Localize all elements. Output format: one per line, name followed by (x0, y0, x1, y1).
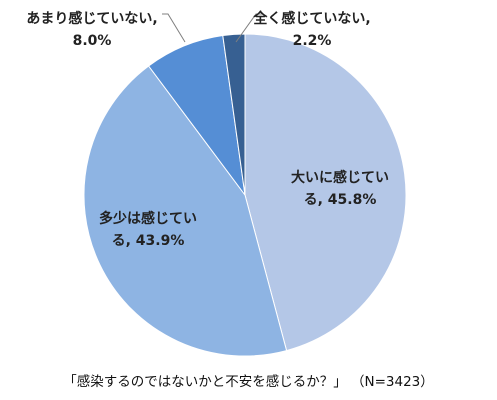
slice-label-line: る, 43.9% (112, 233, 185, 249)
pie-slice-not-at-all-feel (222, 33, 246, 196)
chart-title: 「感染するのではないかと不安を感じるか？」 (63, 374, 347, 390)
slice-label-line: 多少は感じてい (99, 210, 197, 227)
sample-size-label: （N=3423） (351, 374, 434, 390)
slice-label-line: あまり感じていない, (26, 10, 157, 27)
slice-label-not-at-all-feel: 全く感じていない, 2.2% (252, 10, 370, 49)
slice-label-hardly-feel: あまり感じていない, 8.0% (26, 10, 157, 49)
slice-labels: 大いに感じている, 45.8% 多少は感じている, 43.9% あまり感じていない,… (26, 10, 389, 249)
slice-label-line: 2.2% (293, 33, 332, 49)
leader-line-not-at-all-feel (235, 13, 262, 43)
leader-lines (162, 13, 262, 43)
slice-label-line: る, 45.8% (304, 192, 377, 208)
slice-label-greatly-feel: 大いに感じている, 45.8% (291, 169, 389, 208)
slice-label-line: 大いに感じてい (291, 169, 389, 186)
pie-slices (83, 33, 407, 357)
slice-label-line: 8.0% (73, 33, 112, 49)
pie-slice-greatly-feel (244, 33, 407, 352)
pie-slice-somewhat-feel (83, 65, 288, 357)
slice-label-somewhat-feel: 多少は感じている, 43.9% (99, 210, 197, 249)
chart-caption: 「感染するのではないかと不安を感じるか？」 （N=3423） (0, 370, 497, 390)
slice-label-line: 全く感じていない, (252, 10, 370, 27)
leader-line-hardly-feel (162, 13, 186, 43)
